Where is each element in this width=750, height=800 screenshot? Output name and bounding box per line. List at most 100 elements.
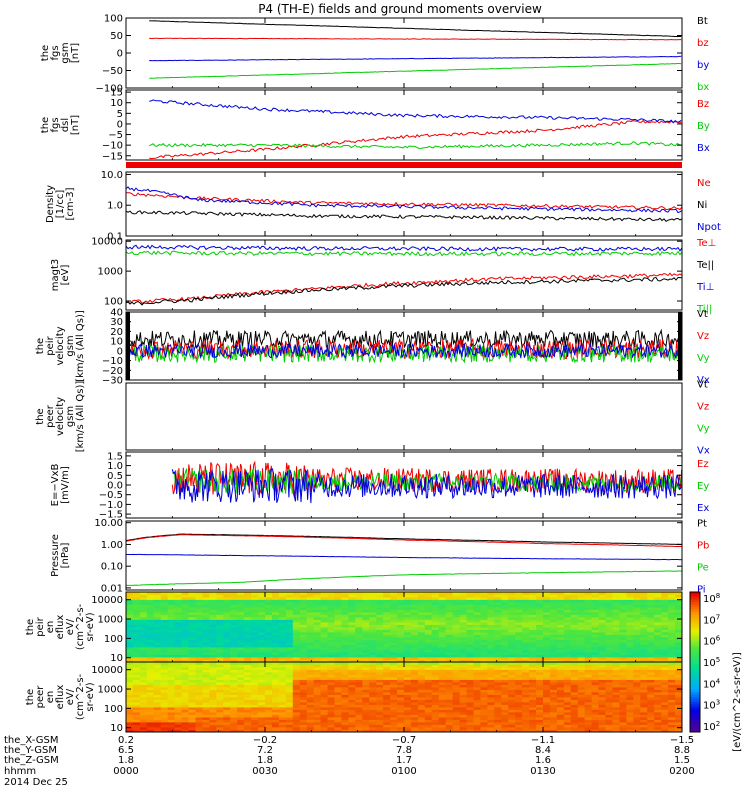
spectrogram-cell — [556, 684, 565, 688]
spectrogram-cell — [390, 704, 398, 708]
spectrogram-cell — [355, 712, 363, 715]
spectrogram-cell — [417, 597, 426, 600]
spectrogram-cell — [160, 664, 169, 668]
spectrogram-cell — [598, 607, 606, 610]
spectrogram-cell — [612, 669, 620, 673]
spectrogram-cell — [313, 682, 321, 685]
spectrogram-cell — [445, 704, 454, 708]
spectrogram-cell — [494, 632, 502, 635]
spectrogram-cell — [181, 604, 189, 608]
spectrogram-cell — [647, 644, 655, 648]
spectrogram-cell — [612, 682, 620, 685]
spectrogram-cell — [174, 722, 182, 725]
spectrogram-cell — [285, 699, 294, 703]
spectrogram-cell — [536, 602, 544, 605]
spectrogram-cell — [480, 614, 488, 618]
spectrogram-cell — [466, 692, 474, 695]
spectrogram-cell — [612, 679, 620, 683]
spectrogram-cell — [167, 664, 176, 668]
spectrogram-cell — [174, 619, 182, 623]
spectrogram-cell — [244, 672, 252, 675]
spectrogram-cell — [410, 719, 419, 723]
spectrogram-cell — [299, 639, 308, 643]
spectrogram-cell — [390, 617, 398, 620]
spectrogram-cell — [334, 702, 342, 705]
spectrogram-cell — [383, 697, 391, 700]
panel-series — [126, 244, 682, 306]
spectrogram-cell — [494, 729, 502, 733]
spectrogram-cell — [508, 707, 516, 710]
spectrogram-cell — [167, 597, 176, 600]
spectrogram-cell — [675, 712, 683, 715]
spectrogram-cell — [522, 672, 530, 675]
spectrogram-cell — [334, 727, 342, 730]
spectrogram-cell — [424, 702, 433, 705]
spectrogram-cell — [570, 629, 579, 633]
spectrogram-cell — [473, 629, 481, 633]
spectrogram-cell — [313, 692, 321, 695]
spectrogram-cell — [397, 697, 405, 700]
spectrogram-cell — [174, 592, 182, 595]
spectrogram-cell — [285, 689, 294, 693]
spectrogram-cell — [431, 679, 440, 683]
spectrogram-cell — [167, 607, 176, 610]
spectrogram-cell — [146, 702, 155, 705]
spectrogram-cell — [570, 612, 579, 615]
spectrogram-cell — [341, 677, 349, 680]
spectrogram-cell — [480, 669, 488, 673]
spectrogram-cell — [543, 699, 551, 703]
spectrogram-cell — [258, 607, 266, 610]
series-line-Pi — [126, 553, 682, 561]
spectrogram-cell — [612, 617, 620, 620]
spectrogram-cell — [244, 684, 252, 688]
spectrogram-cell — [431, 657, 440, 660]
spectrogram-cell — [438, 634, 447, 638]
spectrogram-cell — [244, 634, 252, 638]
spectrogram-cell — [598, 677, 606, 680]
spectrogram-cell — [487, 707, 495, 710]
spectrogram-cell — [466, 672, 474, 675]
spectrogram-cell — [139, 624, 148, 628]
spectrogram-cell — [438, 604, 447, 608]
spectrogram-cell — [320, 604, 328, 608]
spectrogram-cell — [577, 714, 586, 718]
spectrogram-cell — [515, 597, 523, 600]
spectrogram-cell — [167, 659, 176, 663]
spectrogram-cell — [139, 599, 148, 603]
spectrogram-cell — [251, 729, 259, 733]
spectrogram-cell — [285, 639, 294, 643]
spectrogram-cell — [126, 647, 134, 650]
spectrogram-cell — [563, 639, 572, 643]
spectrogram-cell — [362, 699, 370, 703]
spectrogram-cell — [633, 699, 641, 703]
spectrogram-cell — [244, 709, 252, 713]
spectrogram-cell — [654, 617, 662, 620]
y-tick-label: 5 — [117, 109, 123, 120]
spectrogram-cell — [139, 677, 148, 680]
spectrogram-cell — [424, 602, 433, 605]
spectrogram-cell — [598, 687, 606, 690]
spectrogram-cell — [529, 707, 537, 710]
spectrogram-cell — [473, 707, 481, 710]
spectrogram-cell — [563, 702, 572, 705]
spectrogram-cell — [549, 597, 558, 600]
spectrogram-cell — [397, 677, 405, 680]
spectrogram-cell — [383, 679, 391, 683]
spectrogram-cell — [654, 594, 662, 598]
spectrogram-cell — [369, 697, 377, 700]
spectrogram-cell — [369, 679, 377, 683]
spectrogram-cell — [508, 622, 516, 625]
spectrogram-cell — [647, 609, 655, 613]
spectrogram-cell — [153, 619, 162, 623]
spectrogram-cell — [327, 682, 335, 685]
spectrogram-cell — [327, 592, 335, 595]
spectrogram-cell — [612, 647, 620, 650]
spectrogram-cell — [139, 712, 148, 715]
spectrogram-cell — [626, 614, 634, 618]
spectrogram-cell — [341, 594, 349, 598]
spectrogram-cell — [424, 719, 433, 723]
spectrogram-cell — [424, 647, 433, 650]
spectrogram-cell — [501, 692, 509, 695]
spectrogram-cell — [223, 697, 231, 700]
